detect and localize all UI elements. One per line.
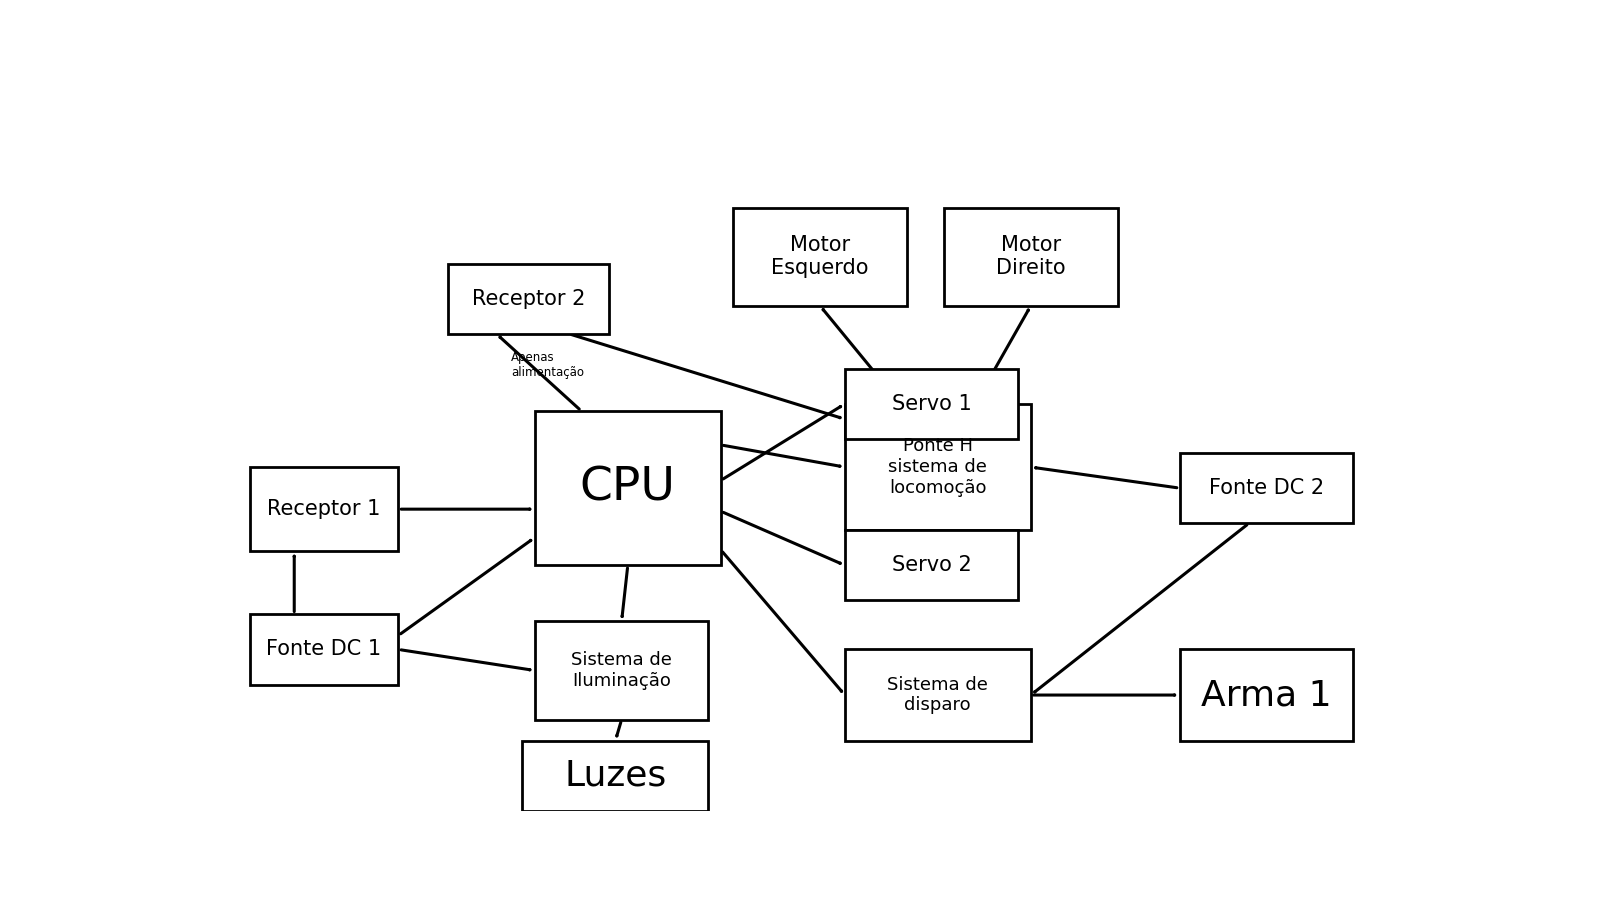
Bar (534, 411, 720, 565)
Bar (845, 369, 1019, 439)
Text: Fonte DC 2: Fonte DC 2 (1210, 478, 1323, 498)
Text: Sistema de
Iluminação: Sistema de Iluminação (571, 651, 672, 690)
Text: Luzes: Luzes (565, 759, 667, 793)
Bar (845, 530, 1019, 600)
Text: Servo 2: Servo 2 (891, 556, 971, 575)
Text: Ponte H
sistema de
locomoção: Ponte H sistema de locomoção (888, 437, 987, 496)
Text: Fonte DC 1: Fonte DC 1 (267, 640, 381, 660)
Bar (250, 614, 398, 684)
Text: Motor
Esquerdo: Motor Esquerdo (771, 235, 869, 278)
Bar (1179, 453, 1354, 523)
Bar (845, 650, 1030, 741)
Text: CPU: CPU (579, 466, 675, 510)
Bar (523, 741, 709, 811)
Text: Arma 1: Arma 1 (1202, 678, 1331, 712)
Text: Receptor 2: Receptor 2 (472, 289, 586, 309)
Text: Receptor 1: Receptor 1 (267, 499, 381, 519)
Bar (1179, 650, 1354, 741)
Bar (448, 263, 610, 333)
Bar (250, 467, 398, 551)
Bar (534, 621, 709, 720)
Text: Apenas
alimentação: Apenas alimentação (512, 352, 584, 379)
Text: Motor
Direito: Motor Direito (995, 235, 1066, 278)
Text: Servo 1: Servo 1 (891, 394, 971, 414)
Text: Sistema de
disparo: Sistema de disparo (888, 676, 989, 714)
Bar (944, 208, 1117, 306)
Bar (845, 404, 1030, 530)
Bar (733, 208, 907, 306)
